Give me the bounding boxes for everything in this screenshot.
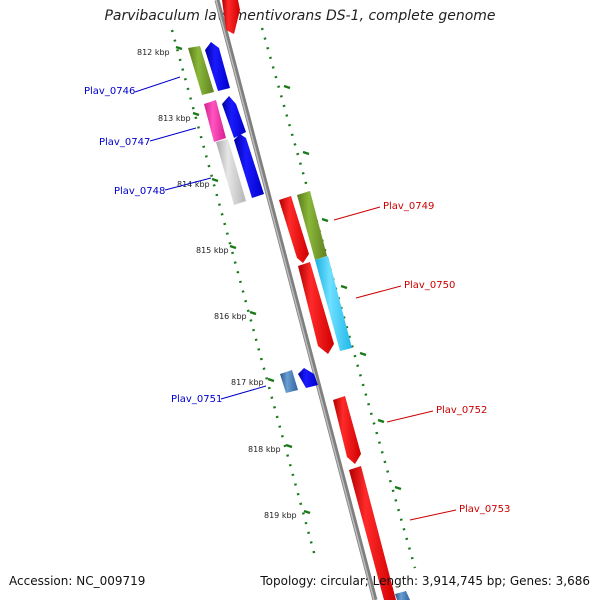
tick-label-819: 819 kbp [264, 511, 297, 520]
gene-block-top-red [222, 0, 240, 34]
scale-track-left [170, 29, 318, 561]
map-title: Parvibaculum lavamentivorans DS-1, compl… [104, 8, 496, 24]
gene-block-0749-red [279, 196, 309, 263]
gene-block-0750-red [298, 262, 334, 354]
gene-block-0748-blue [234, 134, 264, 198]
tick-label-818: 818 kbp [248, 445, 281, 454]
gene-block-0747-pink [204, 100, 226, 142]
leader-line-0751 [220, 385, 267, 400]
gene-label-0749: Plav_0749 [383, 201, 434, 212]
leader-line-0753 [409, 509, 457, 521]
gene-block-0746-blue [205, 42, 230, 91]
gene-label-0751: Plav_0751 [171, 394, 222, 405]
tick-label-815: 815 kbp [196, 246, 229, 255]
gene-block-0746-olive [188, 46, 214, 95]
gene-block-0752-red [333, 396, 361, 464]
genome-backbone-highlight [215, 0, 375, 600]
gene-block-0751-steel [280, 370, 298, 393]
gene-block-0747-blue [222, 96, 246, 138]
gene-label-0750: Plav_0750 [404, 280, 455, 291]
gene-block-0750-cyan [315, 256, 352, 351]
gene-label-0747: Plav_0747 [99, 137, 150, 148]
genome-summary-text: Topology: circular; Length: 3,914,745 bp… [260, 574, 590, 588]
gene-block-0753-red [349, 466, 396, 600]
gene-label-0746: Plav_0746 [84, 86, 135, 97]
genome-backbone [214, 0, 378, 600]
leader-line-0746 [134, 76, 181, 93]
gene-block-bottom-steel [395, 591, 410, 600]
scale-ticks [175, 45, 402, 515]
gene-label-0753: Plav_0753 [459, 504, 510, 515]
gene-label-0748: Plav_0748 [114, 186, 165, 197]
leader-line-0749 [333, 206, 381, 221]
leader-line-0748 [164, 177, 212, 191]
gene-block-0748-gray [216, 139, 246, 205]
leader-line-0747 [149, 127, 197, 142]
tick-label-816: 816 kbp [214, 312, 247, 321]
gene-block-0749-olive [297, 191, 327, 260]
accession-text: Accession: NC_009719 [9, 574, 146, 588]
tick-label-812: 812 kbp [137, 48, 170, 57]
tick-label-814: 814 kbp [177, 180, 210, 189]
gene-label-0752: Plav_0752 [436, 405, 487, 416]
tick-label-813: 813 kbp [158, 114, 191, 123]
leader-line-0752 [386, 410, 434, 423]
leader-line-0750 [355, 285, 402, 299]
tick-label-817: 817 kbp [231, 378, 264, 387]
gene-block-0751-blue [298, 368, 318, 388]
